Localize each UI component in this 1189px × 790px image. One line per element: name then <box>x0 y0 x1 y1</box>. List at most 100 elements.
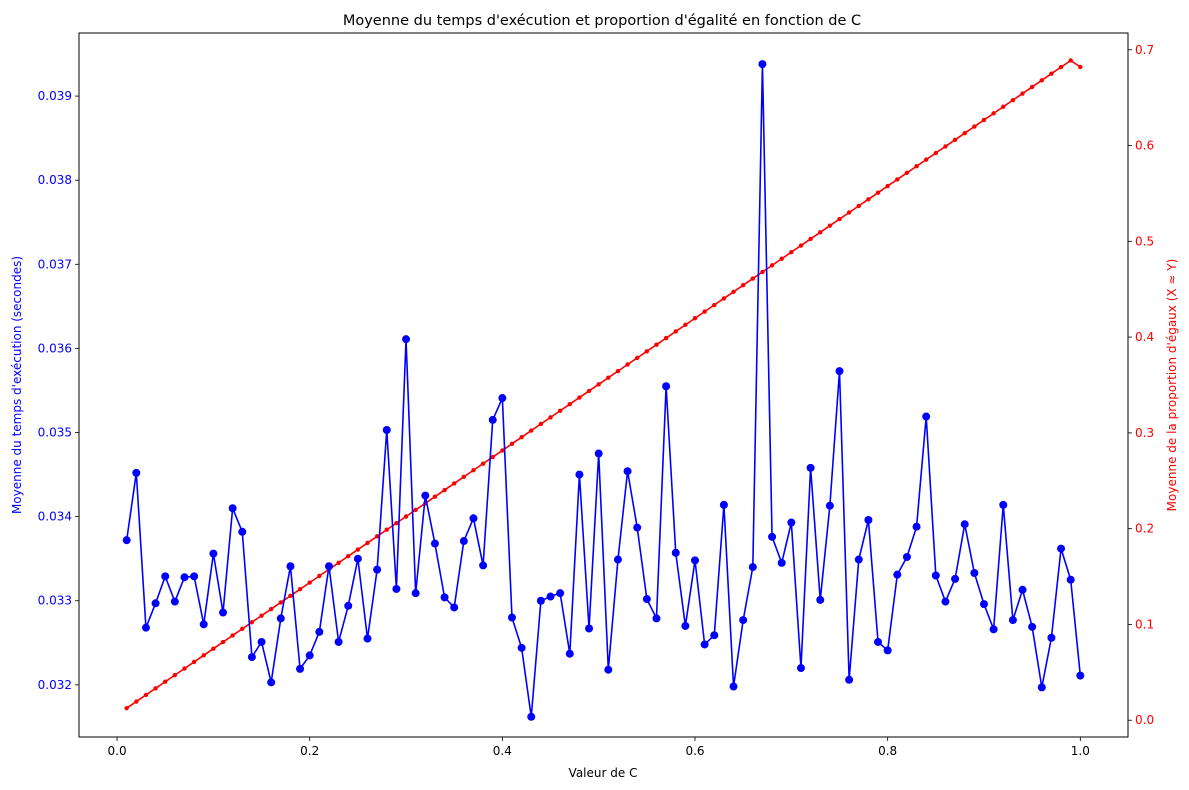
equality-proportion-point <box>211 646 216 651</box>
equality-proportion-point <box>413 507 418 513</box>
execution-time-point <box>344 601 353 610</box>
x-tick-label: 0.6 <box>685 744 704 758</box>
execution-time-point <box>459 537 468 546</box>
equality-proportion-point <box>307 580 312 585</box>
execution-time-point <box>902 553 911 561</box>
execution-time-point <box>190 572 199 581</box>
x-tick-label: 1.0 <box>1071 744 1090 758</box>
plot-frame <box>78 32 1129 738</box>
equality-proportion-point <box>654 342 659 347</box>
equality-proportion-point <box>480 461 486 466</box>
execution-time-point <box>209 549 218 558</box>
equality-proportion-point <box>1068 58 1073 63</box>
equality-proportion-point <box>529 428 534 433</box>
x-tick-label: 0.0 <box>108 744 127 758</box>
execution-time-point <box>1037 683 1046 692</box>
execution-time-point <box>874 637 883 646</box>
equality-proportion-point <box>692 316 698 321</box>
execution-time-point <box>132 468 141 477</box>
execution-time-point <box>604 665 613 674</box>
execution-time-point <box>450 603 459 612</box>
execution-time-point <box>575 470 584 479</box>
execution-time-point <box>835 367 844 376</box>
execution-time-point <box>238 527 247 536</box>
equality-proportion-point <box>278 600 283 605</box>
x-axis: 0.0 0.2 0.4 0.6 0.8 1.0 <box>108 737 1090 758</box>
equality-proportion-point <box>509 441 515 447</box>
left-series-layer <box>122 60 1085 721</box>
execution-time-point <box>652 614 661 623</box>
equality-proportion-point <box>1001 104 1006 109</box>
execution-time-point <box>796 664 805 673</box>
equality-proportion-point <box>663 335 669 341</box>
execution-time-point <box>382 426 391 434</box>
equality-proportion-point <box>220 639 226 645</box>
equality-proportion-point <box>355 547 361 552</box>
execution-time-point <box>315 627 324 636</box>
execution-time-point <box>883 646 892 655</box>
execution-time-point <box>286 562 295 571</box>
equality-proportion-point <box>683 322 688 328</box>
execution-time-point <box>353 554 362 563</box>
execution-time-point <box>507 613 516 622</box>
y-left-tick-label: 0.034 <box>38 510 72 524</box>
equality-proportion-point <box>952 137 958 142</box>
equality-proportion-point <box>201 653 206 658</box>
equality-proportion-point <box>1078 64 1083 70</box>
execution-time-point <box>960 520 969 529</box>
equality-proportion-point <box>596 382 601 387</box>
execution-time-point <box>276 614 285 623</box>
execution-time-point <box>411 589 420 598</box>
equality-proportion-point <box>143 692 149 698</box>
right-series-layer <box>124 58 1083 711</box>
y-right-tick-label: 0.2 <box>1135 522 1154 536</box>
equality-proportion-point <box>866 197 871 202</box>
equality-proportion-point <box>769 263 775 268</box>
equality-proportion-point <box>317 573 322 579</box>
execution-time-point <box>488 415 497 424</box>
execution-time-point <box>565 649 574 658</box>
equality-proportion-point <box>471 468 476 473</box>
equality-proportion-point <box>885 183 890 189</box>
execution-time-point <box>912 522 921 531</box>
execution-time-point <box>1018 585 1027 594</box>
execution-time-point <box>864 516 873 524</box>
equality-proportion-point <box>846 210 852 215</box>
equality-proportion-point <box>808 236 813 242</box>
equality-proportion-point <box>924 157 929 162</box>
equality-proportion-point <box>394 520 399 526</box>
equality-proportion-point <box>288 593 293 599</box>
execution-time-point <box>594 449 603 458</box>
equality-proportion-point <box>249 620 255 625</box>
execution-time-point <box>719 500 728 509</box>
x-tick-label: 0.4 <box>493 744 512 758</box>
execution-time-point <box>392 584 401 593</box>
x-axis-title: Valeur de C <box>569 766 638 780</box>
equality-proportion-point <box>586 388 592 394</box>
equality-proportion-point <box>635 355 640 361</box>
equality-proportion-point <box>779 256 784 261</box>
execution-time-point <box>402 335 411 344</box>
equality-proportion-line <box>126 59 1081 709</box>
equality-proportion-point <box>1058 64 1064 70</box>
equality-proportion-point <box>972 124 977 129</box>
equality-proportion-point <box>240 626 245 632</box>
equality-proportion-point <box>538 421 544 427</box>
equality-proportion-point <box>346 553 351 559</box>
equality-proportion-point <box>191 659 197 665</box>
equality-proportion-point <box>1049 71 1054 76</box>
execution-time-point <box>979 600 988 609</box>
execution-time-point <box>267 678 276 687</box>
equality-proportion-point <box>577 395 582 400</box>
equality-proportion-point <box>981 117 987 123</box>
y-left-tick-label: 0.033 <box>38 594 72 608</box>
equality-proportion-point <box>336 560 341 565</box>
equality-proportion-point <box>1020 91 1025 96</box>
execution-time-point <box>951 574 960 583</box>
equality-proportion-point <box>1010 97 1016 103</box>
execution-time-point <box>748 563 757 572</box>
execution-time-point <box>546 592 555 601</box>
execution-time-point <box>498 394 507 403</box>
execution-time-point <box>691 556 700 565</box>
